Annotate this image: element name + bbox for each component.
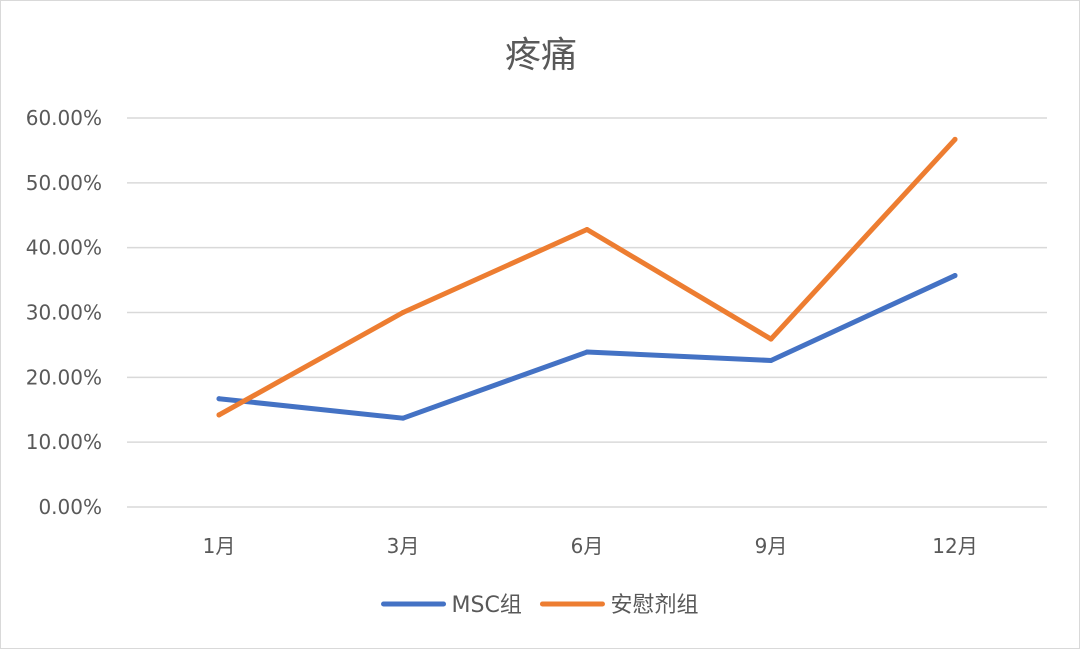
legend-label: MSC组 (452, 593, 522, 618)
x-tick-label: 9月 (755, 534, 788, 558)
data-point (768, 357, 774, 363)
legend-item-1: MSC组 (381, 593, 522, 618)
y-axis-tick-labels: 0.00% 10.00% 20.00% 30.00% 40.00% 50.00% 60.00… (26, 106, 102, 519)
data-point (400, 415, 406, 421)
data-point (768, 336, 774, 342)
legend-item-2: 安慰剂组 (539, 593, 698, 618)
y-tick-label: 50.00% (26, 171, 102, 195)
y-tick-label: 40.00% (26, 236, 102, 260)
chart-title: 疼痛 (505, 35, 577, 76)
data-point (584, 349, 590, 355)
data-point (952, 273, 958, 279)
y-tick-label: 0.00% (38, 495, 102, 519)
gridlines (127, 117, 1047, 508)
data-point (400, 310, 406, 315)
data-point (216, 396, 222, 402)
series-lines (216, 136, 958, 421)
x-tick-label: 12月 (932, 534, 977, 558)
x-tick-label: 3月 (387, 534, 420, 558)
series-line-1 (216, 273, 958, 421)
x-axis-tick-labels: 1月 3月 6月 9月 12月 (203, 534, 978, 558)
y-tick-label: 10.00% (26, 430, 102, 454)
y-tick-label: 60.00% (26, 106, 102, 130)
y-tick-label: 30.00% (26, 301, 102, 325)
legend: MSC组 安慰剂组 (381, 593, 698, 618)
legend-label: 安慰剂组 (610, 593, 698, 618)
data-point (584, 227, 590, 233)
data-point (952, 136, 958, 142)
x-tick-label: 1月 (203, 534, 236, 558)
data-point (216, 412, 222, 418)
series-line-2 (216, 136, 958, 418)
y-tick-label: 20.00% (26, 365, 102, 389)
x-tick-label: 6月 (571, 534, 604, 558)
